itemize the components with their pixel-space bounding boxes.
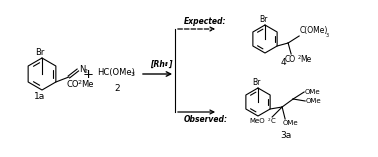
- Text: CO: CO: [285, 55, 296, 64]
- Text: Observed:: Observed:: [184, 115, 228, 124]
- Text: 3: 3: [131, 73, 135, 78]
- Text: Me: Me: [300, 55, 311, 64]
- Text: 4: 4: [280, 58, 286, 67]
- Text: 3: 3: [325, 33, 328, 38]
- Text: Br: Br: [259, 15, 267, 24]
- Text: 2: 2: [297, 55, 300, 60]
- Text: 2: 2: [84, 69, 87, 74]
- Text: Br: Br: [35, 48, 44, 57]
- Text: C: C: [271, 118, 276, 124]
- Text: 2: 2: [268, 118, 271, 122]
- Text: II: II: [164, 62, 168, 67]
- Text: 2: 2: [114, 84, 120, 93]
- Text: Expected:: Expected:: [184, 17, 226, 26]
- Text: Br: Br: [252, 78, 260, 87]
- Text: CO: CO: [67, 80, 79, 89]
- Text: OMe: OMe: [283, 120, 299, 126]
- Text: HC(OMe): HC(OMe): [97, 68, 135, 78]
- Text: 2: 2: [78, 80, 82, 85]
- Text: OMe: OMe: [305, 89, 321, 95]
- Text: 1a: 1a: [34, 92, 46, 101]
- Text: C(OMe): C(OMe): [300, 26, 328, 35]
- Text: ]: ]: [169, 60, 172, 69]
- Text: MeO: MeO: [249, 118, 265, 124]
- Text: Me: Me: [81, 80, 93, 89]
- Text: N: N: [79, 65, 85, 75]
- Text: +: +: [82, 68, 93, 81]
- Text: [Rh: [Rh: [150, 60, 165, 69]
- Text: 3a: 3a: [280, 131, 291, 140]
- Text: OMe: OMe: [306, 98, 322, 104]
